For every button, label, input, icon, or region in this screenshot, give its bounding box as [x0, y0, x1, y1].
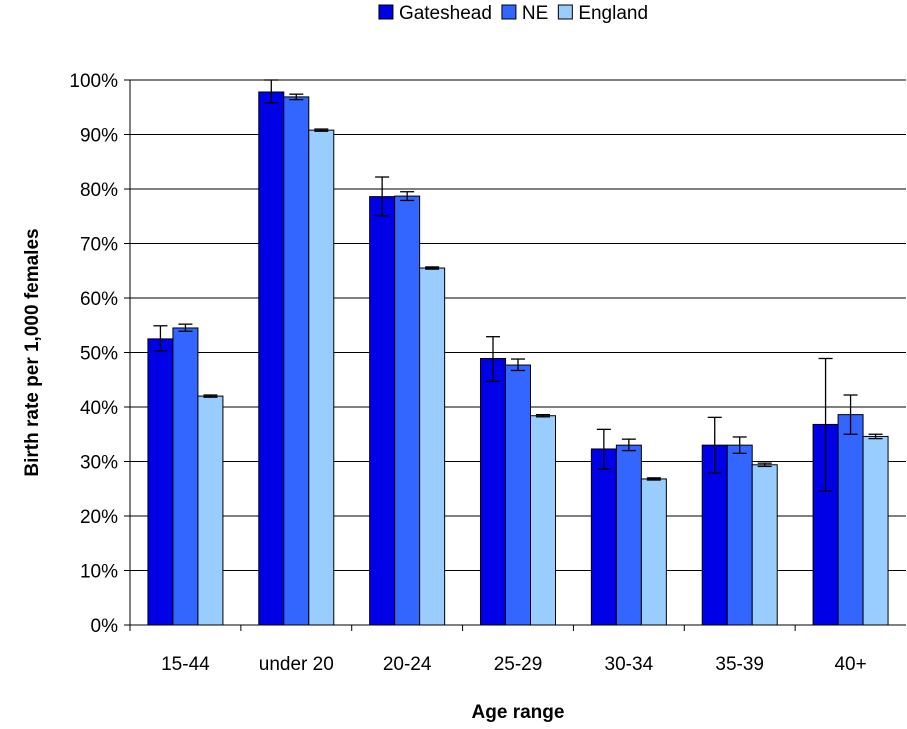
- bar-ne: [726, 444, 753, 626]
- bar-gateshead: [590, 448, 617, 626]
- y-tick-label: 90%: [80, 126, 118, 147]
- legend-label-ne: NE: [522, 3, 548, 24]
- x-tick-label: 25-29: [494, 654, 543, 675]
- bar-gateshead: [480, 357, 506, 626]
- legend-label-england: England: [578, 3, 648, 24]
- legend-swatch-gateshead: [378, 4, 394, 20]
- bar-england: [308, 129, 335, 626]
- y-tick-label: 80%: [80, 180, 118, 201]
- x-tick-label: 20-24: [383, 654, 432, 675]
- bar-england: [530, 415, 556, 626]
- legend-label-gateshead: Gateshead: [399, 3, 492, 24]
- y-tick-label: 60%: [80, 289, 118, 310]
- y-tick-label: 50%: [80, 344, 118, 365]
- legend-swatch-england: [557, 4, 573, 20]
- legend: Gateshead NE England: [378, 3, 648, 24]
- y-tick-label: 100%: [69, 71, 118, 92]
- axes: 0% 10% 20% 30% 40% 50% 60% 70% 80% 90% 100% 15-44 un…: [69, 71, 906, 675]
- y-tick-label: 20%: [80, 507, 118, 528]
- bar-england: [862, 435, 889, 626]
- bar-england: [197, 395, 224, 626]
- y-tick-label: 40%: [80, 398, 118, 419]
- bar-ne: [505, 364, 531, 626]
- bar-ne: [394, 195, 421, 626]
- y-axis-title: Birth rate per 1,000 females: [22, 228, 43, 476]
- y-tick-label: 30%: [80, 453, 118, 474]
- y-tick-label: 70%: [80, 235, 118, 256]
- bar-ne: [615, 444, 642, 626]
- bar-gateshead: [369, 196, 396, 626]
- bars: [147, 91, 889, 626]
- bar-england: [751, 464, 778, 626]
- y-tick-label: 10%: [80, 562, 118, 583]
- x-tick-label: 15-44: [161, 654, 210, 675]
- bar-ne: [172, 327, 199, 626]
- x-axis-title: Age range: [472, 702, 565, 723]
- x-tick-label: 30-34: [605, 654, 654, 675]
- x-tick-label: under 20: [259, 654, 334, 675]
- bar-england: [419, 267, 446, 626]
- error-bars: [153, 79, 883, 492]
- y-tick-label: 0%: [91, 616, 119, 637]
- x-tick-label: 40+: [834, 654, 866, 675]
- legend-swatch-ne: [501, 4, 517, 20]
- x-tick-label: 35-39: [715, 654, 764, 675]
- bar-gateshead: [258, 91, 285, 626]
- bar-gateshead: [147, 338, 174, 626]
- bar-ne: [283, 96, 310, 626]
- bar-ne: [837, 414, 864, 626]
- bar-england: [640, 478, 667, 626]
